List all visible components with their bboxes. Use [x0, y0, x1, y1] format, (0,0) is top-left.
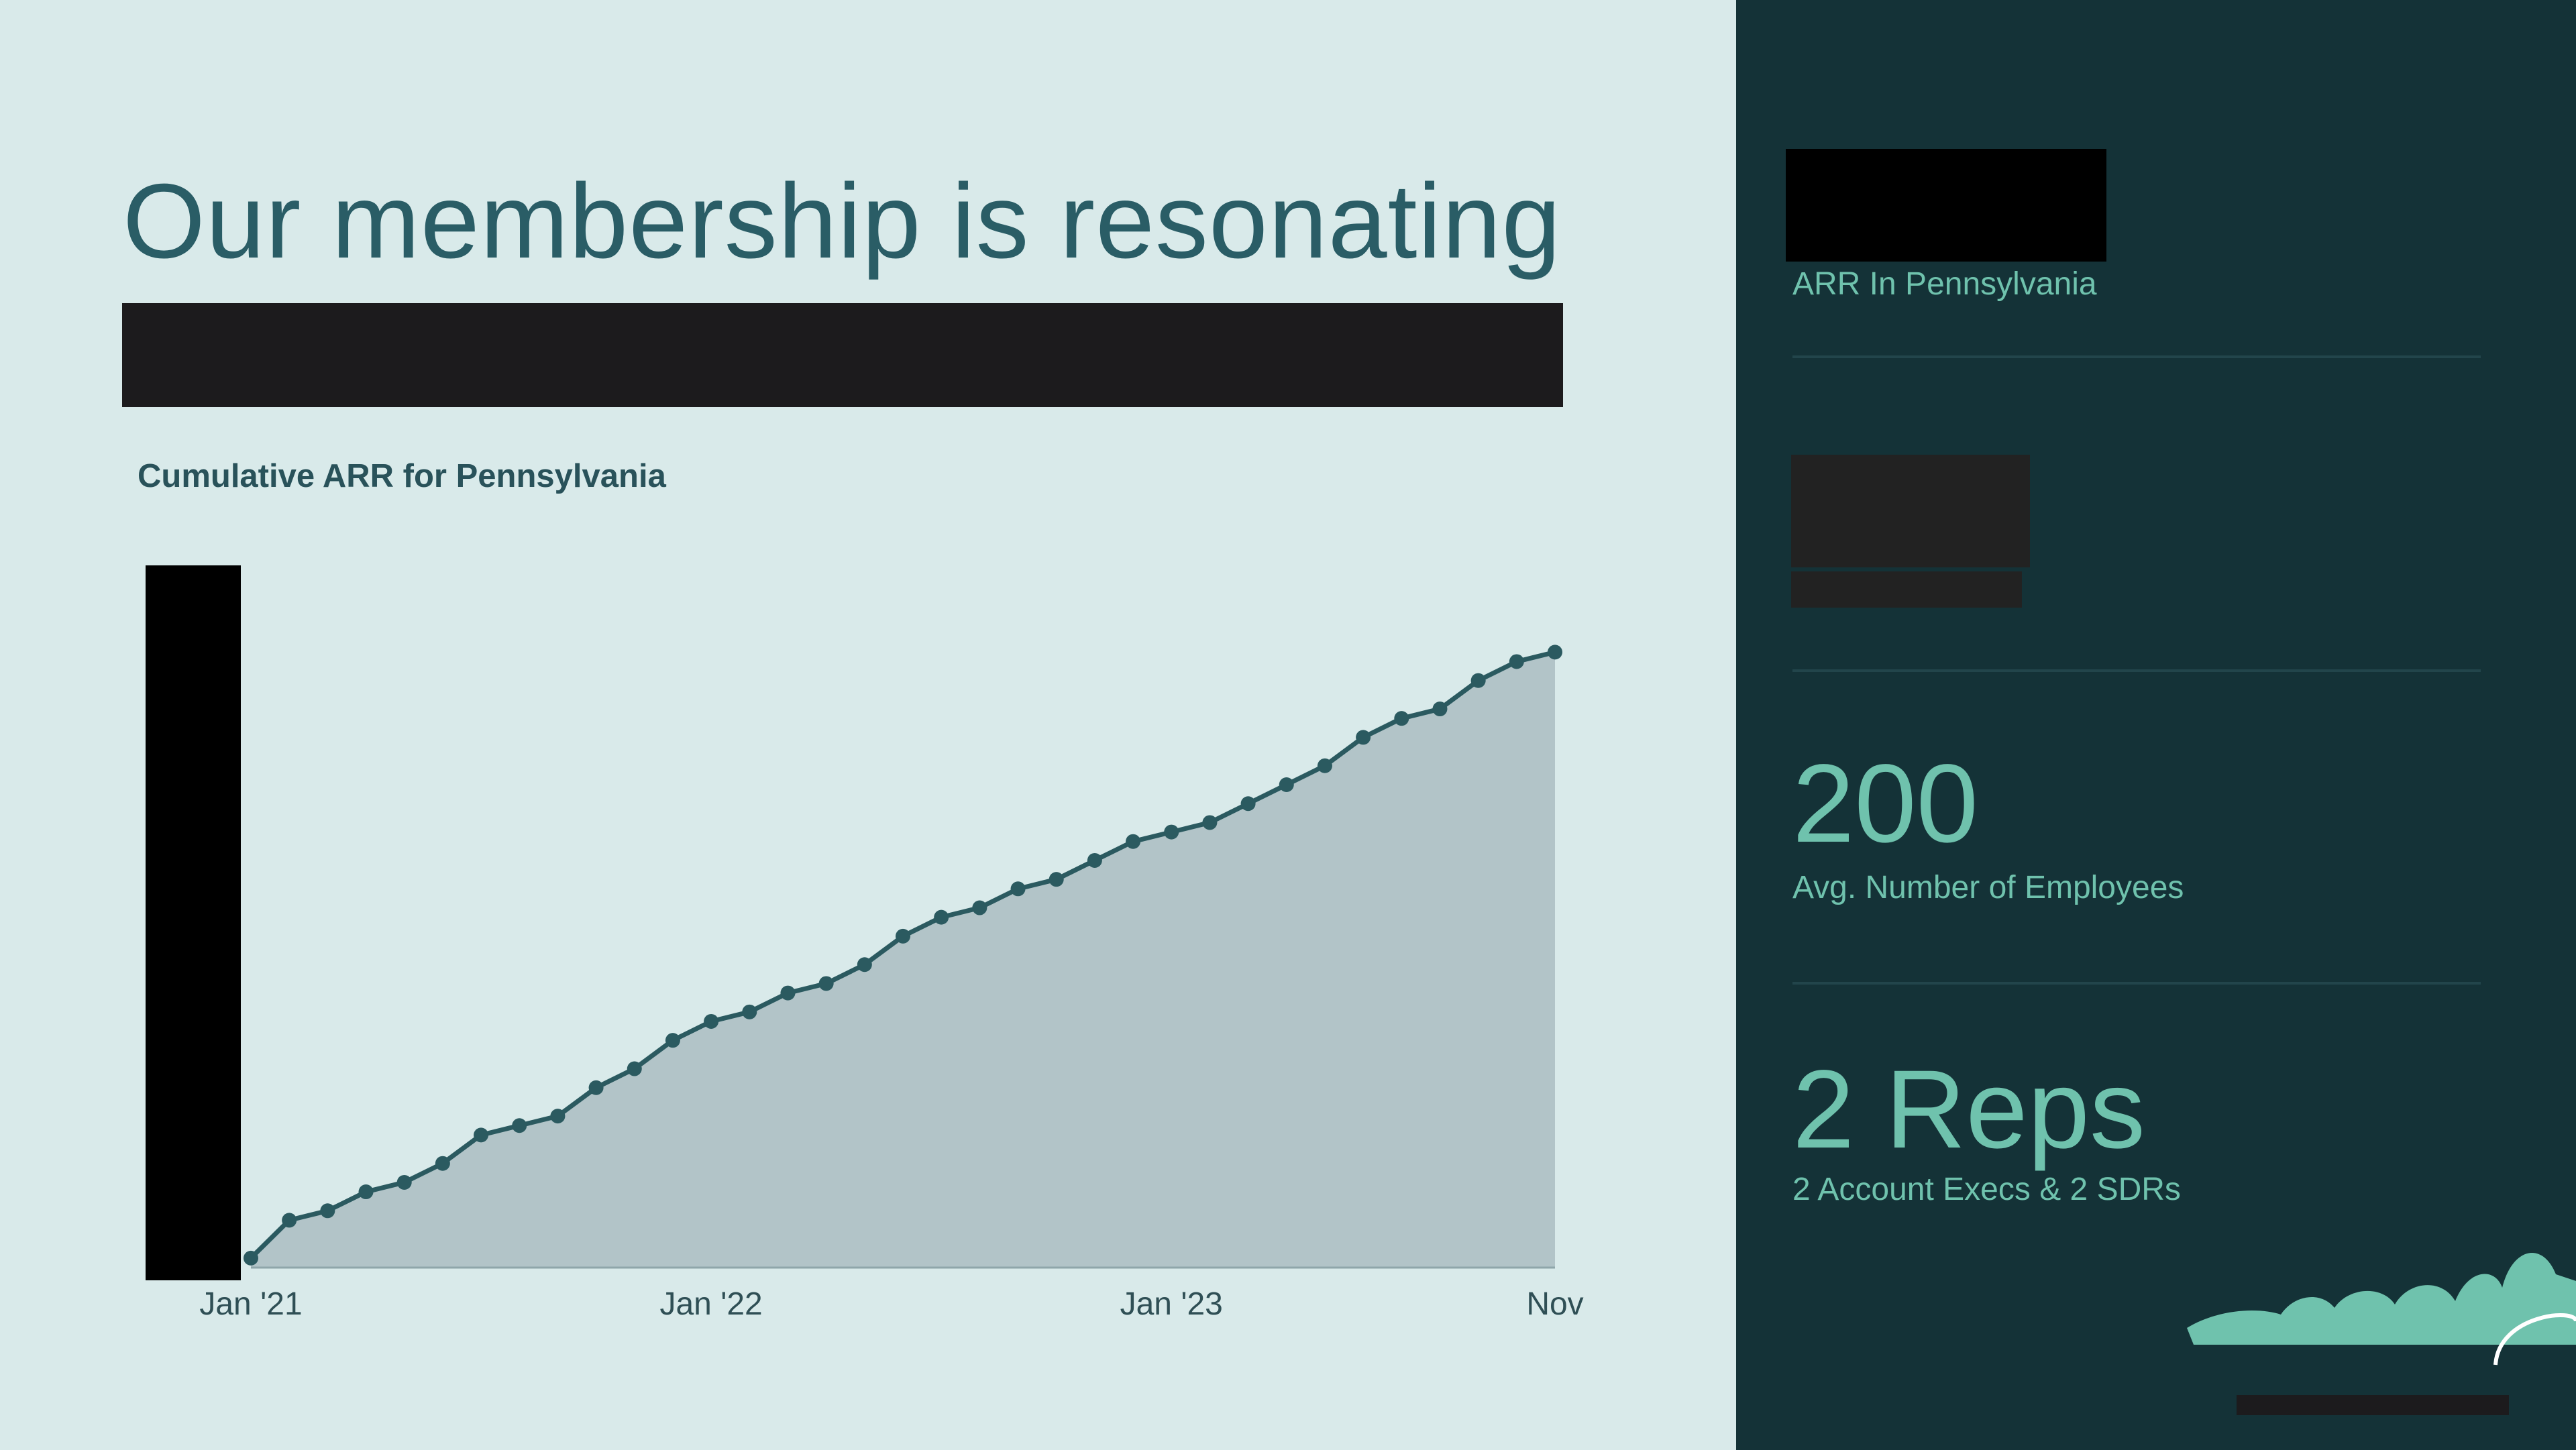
data-point-sep-2023: [1470, 673, 1486, 688]
data-point-mar-2023: [1240, 796, 1256, 812]
x-tick-label: Jan '22: [659, 1286, 762, 1322]
data-point-feb-2023: [1202, 815, 1218, 830]
area-fill: [251, 652, 1555, 1268]
plant-leaves: [2187, 1252, 2576, 1345]
data-point-sep-2022: [1010, 881, 1026, 897]
redacted-stat-value: [1786, 149, 2106, 262]
data-point-may-2023: [1317, 758, 1332, 773]
arr-label: ARR In Pennsylvania: [1792, 266, 2097, 302]
redacted-stat-label-2: [1791, 571, 2022, 608]
data-point-dec-2021: [665, 1033, 680, 1048]
redacted-y-axis: [146, 565, 241, 1280]
data-point-apr-2021: [358, 1184, 374, 1200]
data-point-oct-2021: [588, 1080, 604, 1095]
divider-3: [1792, 982, 2481, 985]
data-point-jun-2023: [1356, 730, 1371, 745]
employees-label: Avg. Number of Employees: [1792, 870, 2184, 905]
data-point-mar-2021: [320, 1203, 335, 1219]
x-tick-label: Jan '21: [199, 1286, 302, 1322]
redacted-stat-value-2: [1791, 455, 2030, 567]
data-point-jan-2023: [1164, 824, 1179, 840]
data-point-apr-2022: [818, 976, 834, 991]
redacted-subtitle: [122, 303, 1563, 407]
data-point-feb-2022: [742, 1004, 757, 1019]
data-point-nov-2021: [627, 1061, 642, 1076]
data-point-aug-2023: [1432, 702, 1448, 717]
data-point-aug-2021: [512, 1118, 527, 1133]
data-point-jul-2021: [474, 1127, 489, 1143]
arr-area-chart: Jan '21 Jan '22 Jan '23 Nov: [146, 565, 1584, 1322]
data-point-mar-2022: [780, 985, 796, 1001]
divider-1: [1792, 355, 2481, 358]
data-point-aug-2022: [972, 900, 987, 915]
x-axis-ticks: Jan '21 Jan '22 Jan '23 Nov: [199, 1286, 1583, 1322]
redacted-footer: [2237, 1395, 2509, 1415]
page-title: Our membership is resonating: [123, 162, 1562, 280]
divider-2: [1792, 669, 2481, 672]
data-point-may-2022: [857, 957, 872, 972]
data-point-jan-2022: [704, 1013, 719, 1029]
data-point-feb-2021: [282, 1213, 297, 1228]
data-points: [244, 645, 1562, 1266]
data-point-may-2021: [396, 1174, 412, 1190]
employees-value: 200: [1792, 742, 1978, 866]
x-tick-label: Jan '23: [1120, 1286, 1223, 1322]
bowl-outline: [2493, 1313, 2576, 1365]
data-point-oct-2022: [1049, 872, 1064, 887]
data-point-dec-2022: [1126, 834, 1141, 849]
data-point-jul-2022: [934, 909, 949, 925]
plant-illustration: [2187, 1252, 2576, 1415]
data-point-nov-2023: [1548, 645, 1562, 660]
data-point-jun-2022: [896, 928, 910, 944]
data-point-nov-2022: [1087, 852, 1102, 868]
reps-label: 2 Account Execs & 2 SDRs: [1792, 1172, 2181, 1207]
data-point-jan-2021: [244, 1250, 258, 1266]
x-tick-label: Nov: [1526, 1286, 1583, 1322]
data-point-jun-2021: [435, 1156, 450, 1171]
reps-value: 2 Reps: [1792, 1048, 2145, 1172]
data-point-oct-2023: [1509, 654, 1524, 669]
data-point-jul-2023: [1394, 711, 1409, 726]
chart-title: Cumulative ARR for Pennsylvania: [138, 458, 666, 494]
data-point-apr-2023: [1279, 777, 1294, 792]
data-point-sep-2021: [550, 1109, 566, 1124]
